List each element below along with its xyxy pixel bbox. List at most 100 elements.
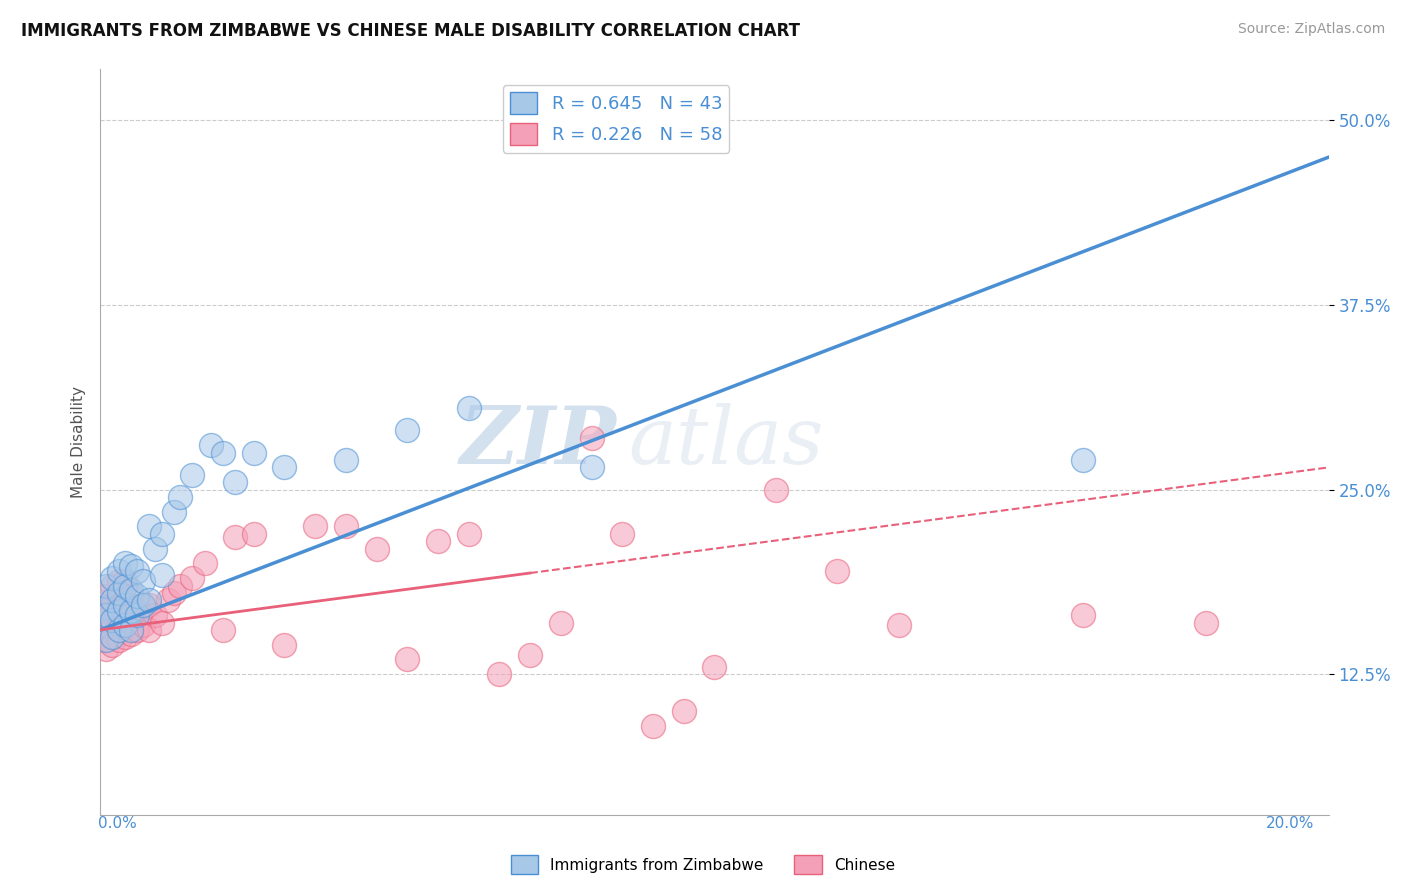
Point — [107, 623, 129, 637]
Point — [114, 618, 136, 632]
Point — [101, 593, 124, 607]
Point — [107, 604, 129, 618]
Point — [169, 578, 191, 592]
Point — [641, 719, 664, 733]
Point — [150, 527, 173, 541]
Point — [114, 574, 136, 589]
Text: 0.0%: 0.0% — [98, 816, 138, 831]
Point — [550, 615, 572, 630]
Point — [138, 593, 160, 607]
Point — [242, 527, 264, 541]
Point — [132, 574, 155, 589]
Point — [114, 613, 136, 627]
Point — [212, 445, 235, 459]
Point — [101, 615, 124, 630]
Point — [120, 582, 142, 597]
Point — [114, 630, 136, 644]
Point — [101, 571, 124, 585]
Point — [825, 564, 848, 578]
Point — [114, 557, 136, 571]
Point — [101, 578, 124, 592]
Point — [107, 633, 129, 648]
Point — [125, 564, 148, 578]
Point — [96, 608, 118, 623]
Point — [107, 574, 129, 589]
Legend: R = 0.645   N = 43, R = 0.226   N = 58: R = 0.645 N = 43, R = 0.226 N = 58 — [503, 85, 730, 153]
Point — [96, 589, 118, 603]
Point — [396, 652, 419, 666]
Point — [224, 530, 246, 544]
Point — [107, 586, 129, 600]
Point — [163, 505, 186, 519]
Point — [132, 598, 155, 612]
Point — [335, 453, 357, 467]
Point — [91, 633, 114, 648]
Point — [96, 604, 118, 618]
Point — [1071, 453, 1094, 467]
Point — [96, 633, 118, 648]
Point — [107, 604, 129, 618]
Point — [457, 527, 479, 541]
Point — [1071, 608, 1094, 623]
Point — [150, 615, 173, 630]
Point — [181, 571, 204, 585]
Text: atlas: atlas — [628, 403, 824, 480]
Point — [120, 627, 142, 641]
Point — [125, 623, 148, 637]
Point — [101, 613, 124, 627]
Point — [132, 598, 155, 612]
Point — [163, 586, 186, 600]
Point — [138, 623, 160, 637]
Point — [138, 598, 160, 612]
Point — [96, 618, 118, 632]
Point — [887, 618, 910, 632]
Text: ZIP: ZIP — [460, 403, 616, 480]
Point — [120, 559, 142, 574]
Point — [125, 589, 148, 603]
Point — [242, 445, 264, 459]
Point — [125, 608, 148, 623]
Point — [200, 438, 222, 452]
Point — [120, 623, 142, 637]
Point — [145, 541, 167, 556]
Point — [427, 534, 450, 549]
Point — [1195, 615, 1218, 630]
Point — [107, 564, 129, 578]
Point — [703, 660, 725, 674]
Legend: Immigrants from Zimbabwe, Chinese: Immigrants from Zimbabwe, Chinese — [505, 849, 901, 880]
Point — [273, 460, 295, 475]
Point — [181, 467, 204, 482]
Point — [519, 648, 541, 662]
Point — [101, 598, 124, 612]
Y-axis label: Male Disability: Male Disability — [72, 385, 86, 498]
Point — [488, 667, 510, 681]
Point — [224, 475, 246, 490]
Point — [169, 490, 191, 504]
Point — [765, 483, 787, 497]
Point — [581, 460, 603, 475]
Point — [612, 527, 634, 541]
Point — [91, 623, 114, 637]
Point — [304, 519, 326, 533]
Point — [91, 600, 114, 615]
Point — [138, 519, 160, 533]
Point — [101, 630, 124, 644]
Point — [457, 401, 479, 416]
Point — [335, 519, 357, 533]
Point — [396, 424, 419, 438]
Point — [156, 593, 179, 607]
Point — [273, 638, 295, 652]
Text: 20.0%: 20.0% — [1267, 816, 1315, 831]
Point — [132, 618, 155, 632]
Point — [145, 608, 167, 623]
Point — [114, 578, 136, 592]
Text: IMMIGRANTS FROM ZIMBABWE VS CHINESE MALE DISABILITY CORRELATION CHART: IMMIGRANTS FROM ZIMBABWE VS CHINESE MALE… — [21, 22, 800, 40]
Point — [120, 604, 142, 618]
Point — [114, 598, 136, 612]
Point — [114, 593, 136, 607]
Point — [212, 623, 235, 637]
Point — [125, 604, 148, 618]
Point — [672, 704, 695, 718]
Point — [107, 618, 129, 632]
Point — [150, 568, 173, 582]
